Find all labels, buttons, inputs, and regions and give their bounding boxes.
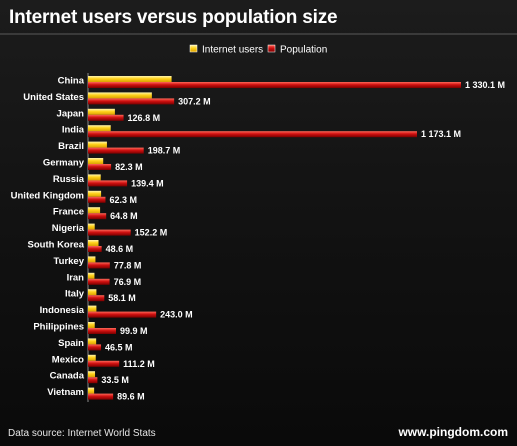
- category-label: Japan: [57, 108, 85, 119]
- bar-internet-users: [88, 125, 111, 132]
- plot-area: China 1 330.1 M United States 307.2 M Japan 1…: [11, 76, 505, 402]
- category-label: Italy: [65, 289, 85, 300]
- bar-population: [88, 147, 144, 154]
- bar-internet-users: [88, 354, 96, 361]
- bar-internet-users: [88, 371, 96, 378]
- population-value-label: 1 330.1 M: [465, 80, 505, 90]
- category-label: Brazil: [58, 141, 84, 152]
- bar-population: [88, 278, 110, 285]
- population-value-label: 46.5 M: [105, 342, 133, 352]
- population-value-label: 198.7 M: [148, 146, 181, 156]
- bar-internet-users: [88, 207, 101, 214]
- bar-population: [88, 246, 102, 252]
- population-value-label: 243.0 M: [160, 310, 193, 320]
- population-value-label: 152.2 M: [135, 228, 168, 238]
- category-label: Germany: [43, 158, 85, 169]
- bar-population: [88, 344, 102, 351]
- bar-population: [88, 311, 157, 318]
- category-label: Nigeria: [52, 223, 85, 234]
- category-label: United Kingdom: [11, 190, 84, 201]
- legend-swatch-population: [267, 44, 276, 53]
- population-value-label: 77.8 M: [114, 260, 142, 270]
- bar-population: [88, 213, 107, 220]
- bar-population: [88, 82, 461, 88]
- bar-internet-users: [88, 322, 95, 328]
- title-divider: [0, 33, 517, 35]
- bar-internet-users: [88, 158, 104, 164]
- bar-population: [88, 360, 120, 367]
- population-value-label: 126.8 M: [128, 113, 161, 123]
- bar-population: [88, 98, 175, 105]
- bar-internet-users: [88, 256, 96, 263]
- bar-internet-users: [88, 108, 115, 115]
- bar-population: [88, 196, 106, 203]
- legend-label-internet-users: Internet users: [202, 45, 263, 56]
- category-label: Vietnam: [47, 387, 84, 398]
- legend: Internet users Population: [189, 44, 327, 56]
- population-value-label: 62.3 M: [109, 195, 137, 205]
- population-value-label: 33.5 M: [101, 375, 129, 385]
- bar-internet-users: [88, 223, 95, 230]
- legend-label-population: Population: [280, 45, 327, 56]
- population-value-label: 99.9 M: [120, 326, 148, 336]
- bar-population: [88, 164, 112, 170]
- category-label: United States: [23, 92, 84, 103]
- bar-internet-users: [88, 92, 152, 99]
- population-value-label: 307.2 M: [178, 96, 211, 106]
- population-value-label: 48.6 M: [106, 244, 134, 254]
- population-value-label: 111.2 M: [123, 359, 155, 369]
- site-credit: www.pingdom.com: [398, 425, 508, 439]
- legend-swatch-internet-users: [189, 44, 198, 53]
- population-value-label: 58.1 M: [108, 293, 136, 303]
- category-label: France: [53, 207, 84, 218]
- bar-internet-users: [88, 289, 97, 296]
- bar-population: [88, 114, 124, 121]
- category-label: Iran: [67, 272, 85, 283]
- bar-internet-users: [88, 305, 97, 312]
- population-value-label: 76.9 M: [114, 277, 142, 287]
- category-label: India: [62, 125, 85, 136]
- category-label: Philippines: [33, 322, 84, 333]
- bar-population: [88, 393, 114, 400]
- bar-internet-users: [88, 174, 101, 181]
- bar-internet-users: [88, 338, 97, 345]
- bar-internet-users: [88, 141, 107, 148]
- bar-population: [88, 180, 128, 187]
- category-label: Canada: [50, 371, 85, 382]
- bar-internet-users: [88, 240, 99, 246]
- category-label: Indonesia: [40, 305, 85, 316]
- bar-population: [88, 328, 117, 334]
- category-label: Turkey: [54, 256, 85, 267]
- category-label: Russia: [53, 174, 85, 185]
- category-label: Spain: [58, 338, 84, 349]
- bar-internet-users: [88, 387, 95, 394]
- category-label: Mexico: [52, 354, 84, 365]
- category-label: South Korea: [28, 240, 85, 251]
- population-value-label: 64.8 M: [110, 211, 138, 221]
- bar-population: [88, 377, 98, 384]
- category-label: China: [58, 76, 85, 87]
- bar-internet-users: [88, 272, 95, 279]
- bar-population: [88, 295, 105, 302]
- data-source-note: Data source: Internet World Stats: [8, 428, 156, 439]
- population-value-label: 89.6 M: [117, 392, 145, 402]
- population-value-label: 82.3 M: [115, 162, 143, 172]
- bar-population: [88, 262, 110, 269]
- bar-population: [88, 131, 417, 138]
- population-value-label: 139.4 M: [131, 178, 164, 188]
- bar-internet-users: [88, 190, 102, 197]
- bar-population: [88, 229, 131, 236]
- population-value-label: 1 173.1 M: [421, 129, 461, 139]
- bar-internet-users: [88, 76, 172, 82]
- chart-title: Internet users versus population size: [9, 7, 338, 28]
